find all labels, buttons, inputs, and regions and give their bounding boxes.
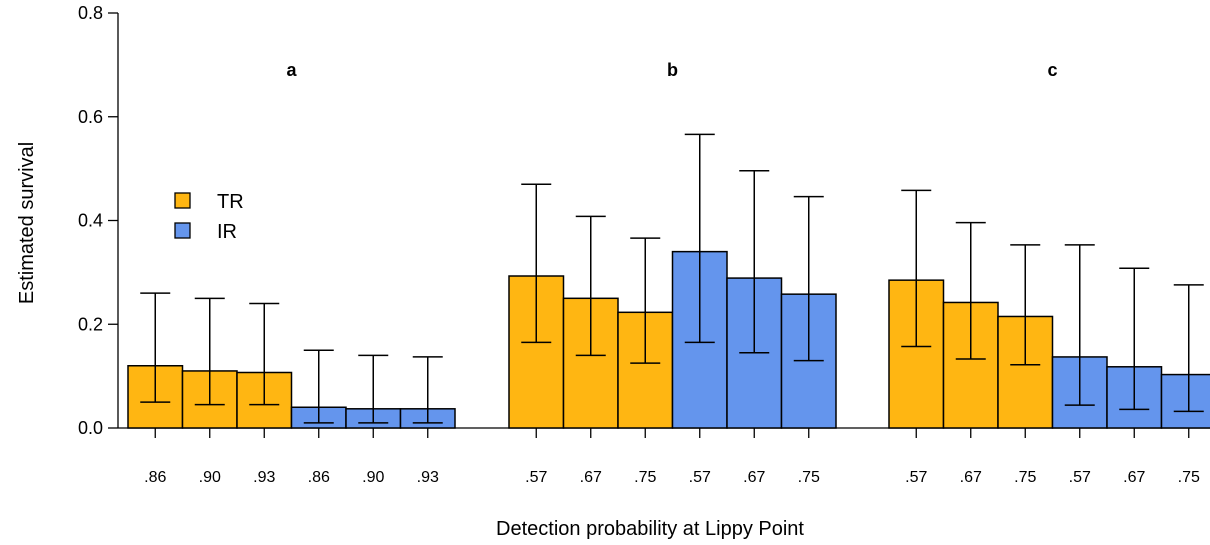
error-bar [901, 189, 932, 348]
error-bar [1010, 244, 1041, 366]
error-bar [412, 356, 443, 424]
legend-swatch-tr [174, 192, 191, 209]
group-label: b [667, 60, 678, 80]
x-tick-label: .57 [525, 469, 547, 486]
error-bar [521, 183, 552, 344]
y-tick-label: 0.8 [78, 3, 103, 23]
group-label: a [286, 60, 297, 80]
error-bar [249, 302, 280, 406]
x-tick-label: .75 [1014, 469, 1036, 486]
y-tick-label: 0.6 [78, 107, 103, 127]
x-tick-label: .57 [689, 469, 711, 486]
error-bar [955, 221, 986, 360]
group-label: c [1047, 60, 1057, 80]
group-labels: a b c [286, 60, 1057, 80]
y-tick-label: 0.4 [78, 211, 103, 231]
x-tick-label: .90 [199, 469, 221, 486]
error-bar [739, 169, 770, 354]
legend-swatch-ir [174, 222, 191, 239]
error-bar [1064, 244, 1095, 406]
error-bars [140, 133, 1204, 424]
error-bar [303, 349, 334, 424]
x-tick-label: .67 [960, 469, 982, 486]
legend: TR IR [174, 191, 244, 243]
y-axis-label: Estimated survival [16, 142, 38, 304]
x-tick-label: .90 [362, 469, 384, 486]
error-bar [630, 237, 661, 364]
bars [127, 250, 1210, 429]
legend-label-ir: IR [217, 221, 237, 243]
error-bar [575, 215, 606, 357]
x-tick-label: .67 [743, 469, 765, 486]
x-tick-label: .86 [308, 469, 330, 486]
x-tick-label: .75 [634, 469, 656, 486]
y-tick-label: 0.2 [78, 314, 103, 334]
error-bar [140, 292, 171, 403]
x-tick-label: .67 [580, 469, 602, 486]
error-bar [793, 195, 824, 362]
bar-ir [1160, 373, 1210, 429]
x-tick-label: .57 [1069, 469, 1091, 486]
x-tick-label: .75 [1178, 469, 1200, 486]
error-bar [194, 297, 225, 406]
error-bar [684, 133, 715, 344]
error-bar [358, 354, 389, 424]
x-tick-label: .86 [144, 469, 166, 486]
x-tick-label: .57 [905, 469, 927, 486]
x-tick-label: .93 [417, 469, 439, 486]
y-axis: 0.0 0.2 0.4 0.6 0.8 [78, 3, 119, 438]
legend-label-tr: TR [217, 191, 244, 213]
x-tick-label: .93 [253, 469, 275, 486]
error-bar [1119, 267, 1150, 411]
x-tick-label: .75 [798, 469, 820, 486]
x-axis-label: Detection probability at Lippy Point [496, 518, 804, 540]
bar-tick-labels: .86 .90 .93 .86 .90 .93 .57 .67 .75 .57 .67 .75 .57.… [144, 428, 1200, 486]
y-tick-label: 0.0 [78, 418, 103, 438]
x-tick-label: .67 [1123, 469, 1145, 486]
error-bar [1173, 284, 1204, 413]
